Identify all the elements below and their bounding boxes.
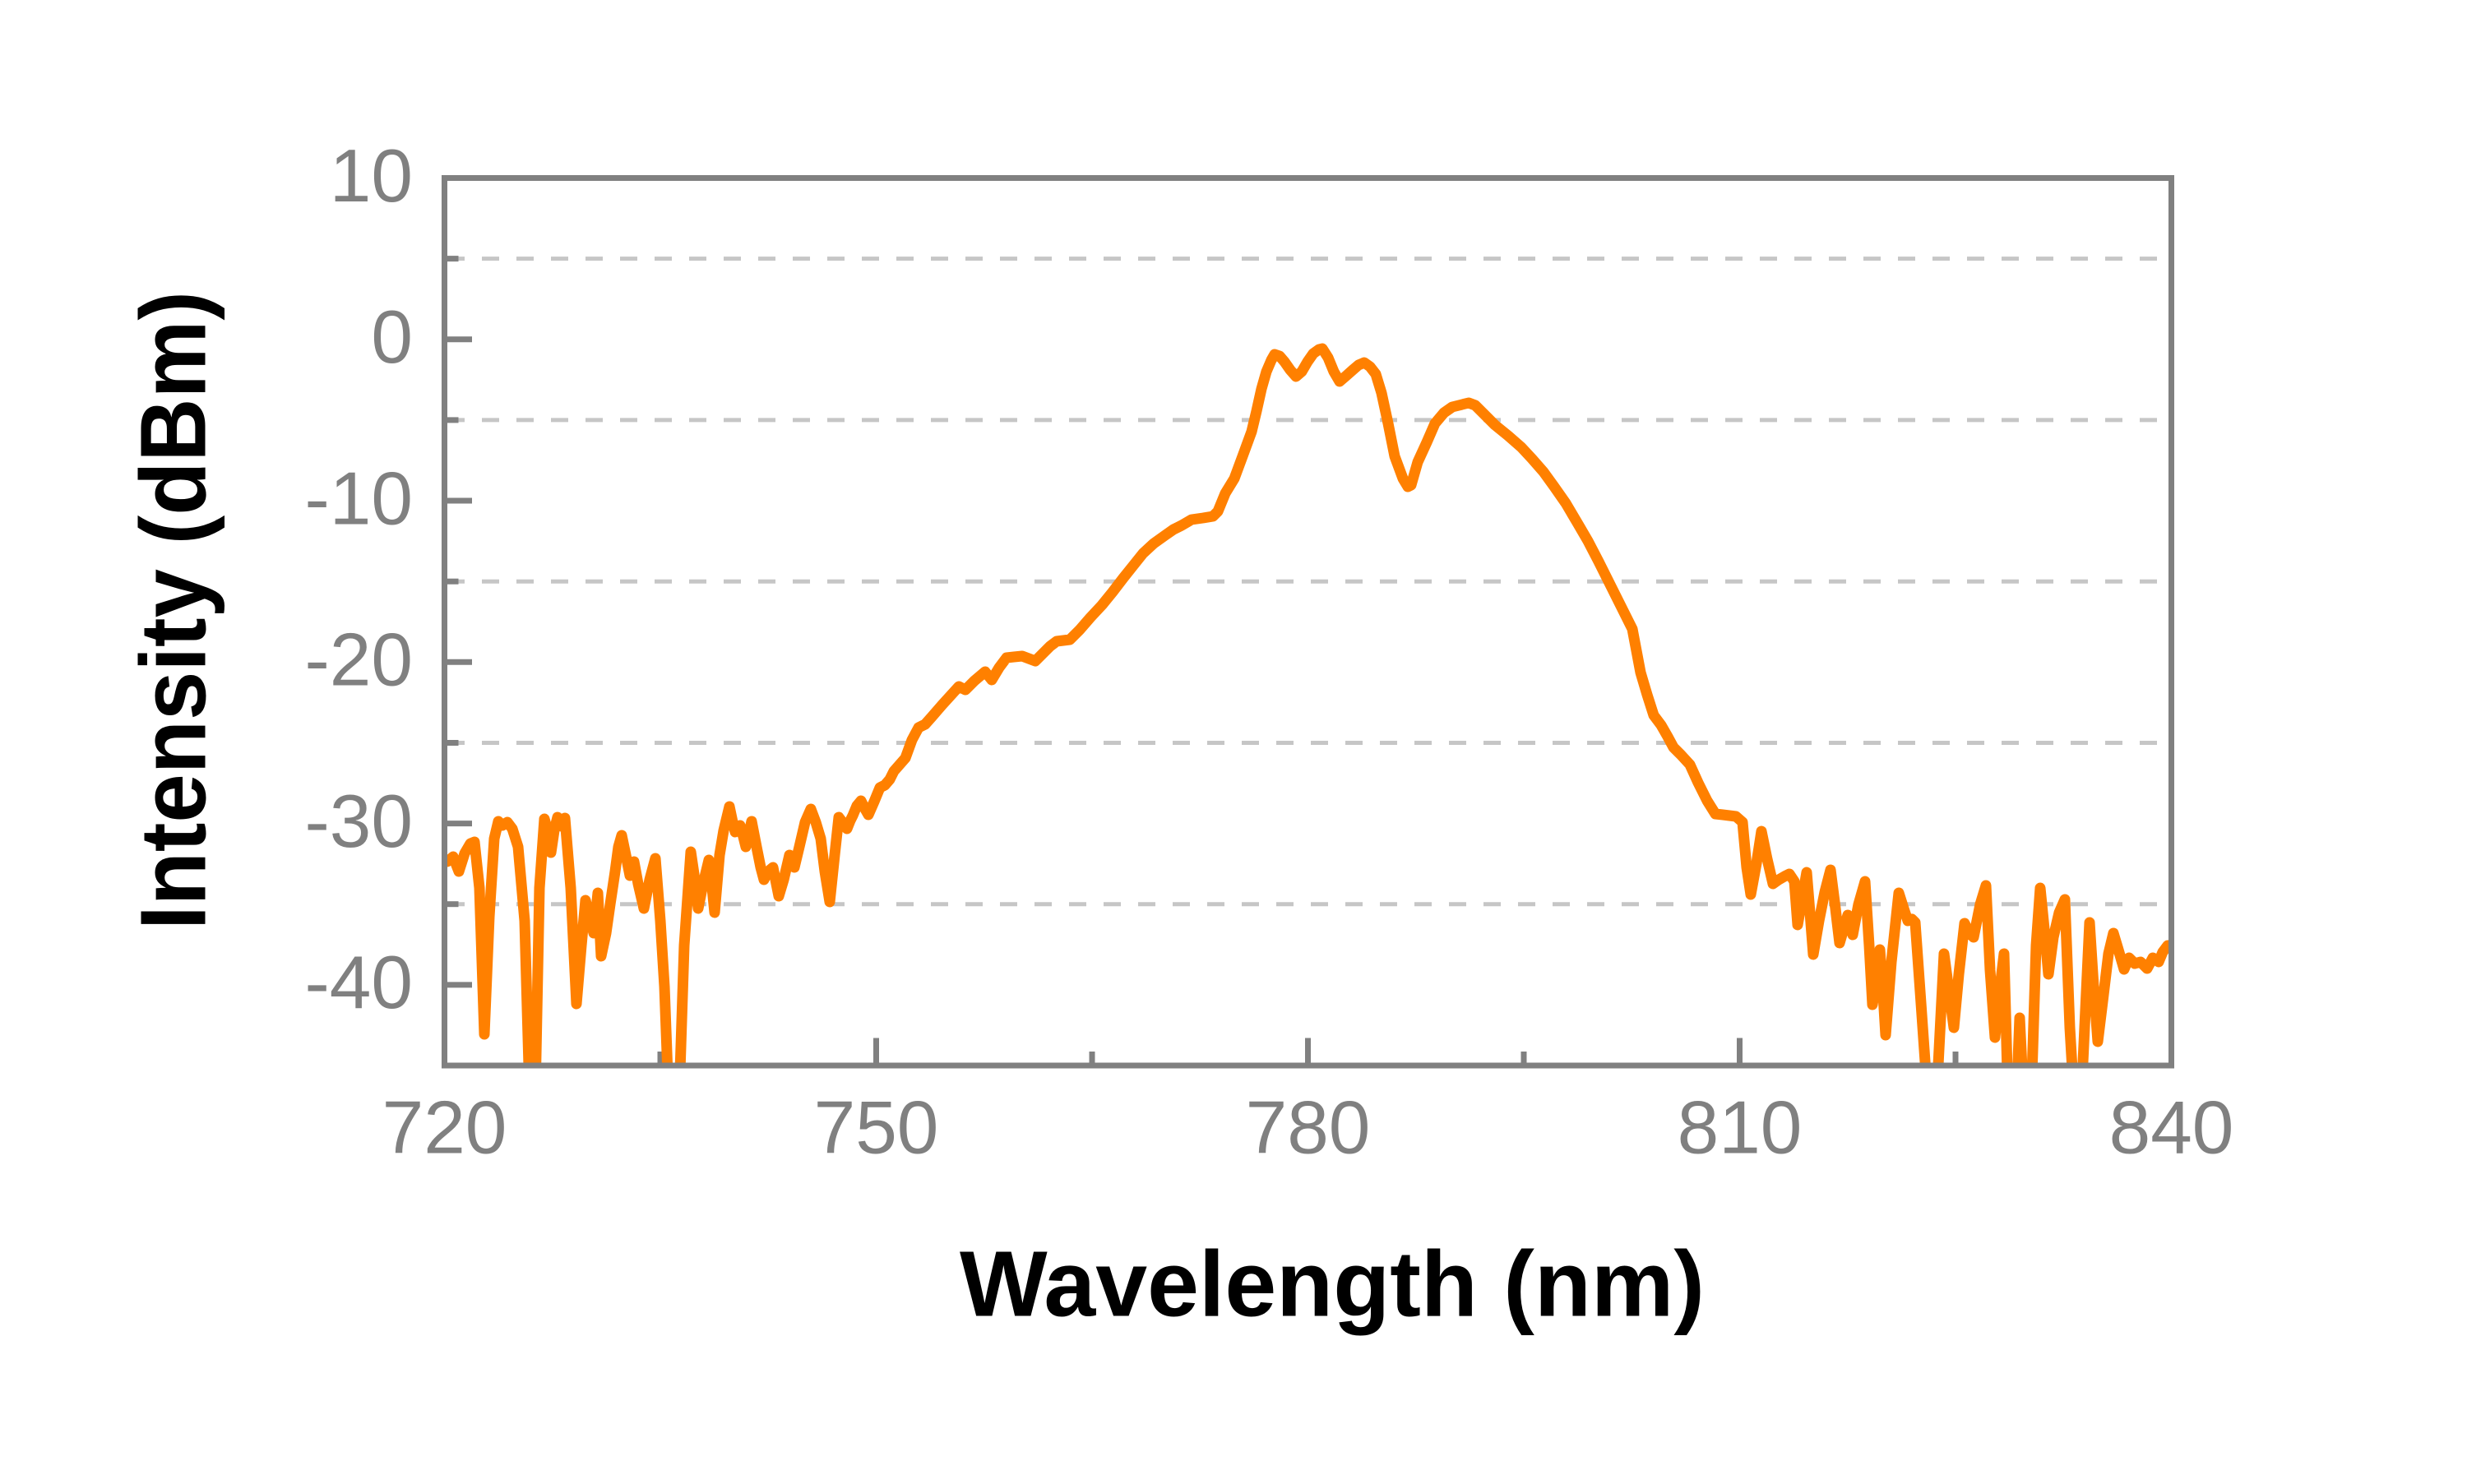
svg-text:10: 10	[330, 135, 413, 218]
svg-text:840: 840	[2109, 1087, 2234, 1170]
svg-text:720: 720	[382, 1087, 507, 1170]
svg-text:780: 780	[1246, 1087, 1371, 1170]
svg-text:-40: -40	[304, 941, 413, 1024]
svg-text:-10: -10	[304, 457, 413, 540]
svg-text:0: 0	[371, 296, 413, 379]
svg-text:Wavelength (nm): Wavelength (nm)	[960, 1232, 1705, 1336]
svg-text:Intensity (dBm): Intensity (dBm)	[122, 291, 225, 930]
svg-text:-30: -30	[304, 780, 413, 863]
svg-text:810: 810	[1678, 1087, 1803, 1170]
svg-text:750: 750	[814, 1087, 939, 1170]
svg-text:-20: -20	[304, 619, 413, 702]
